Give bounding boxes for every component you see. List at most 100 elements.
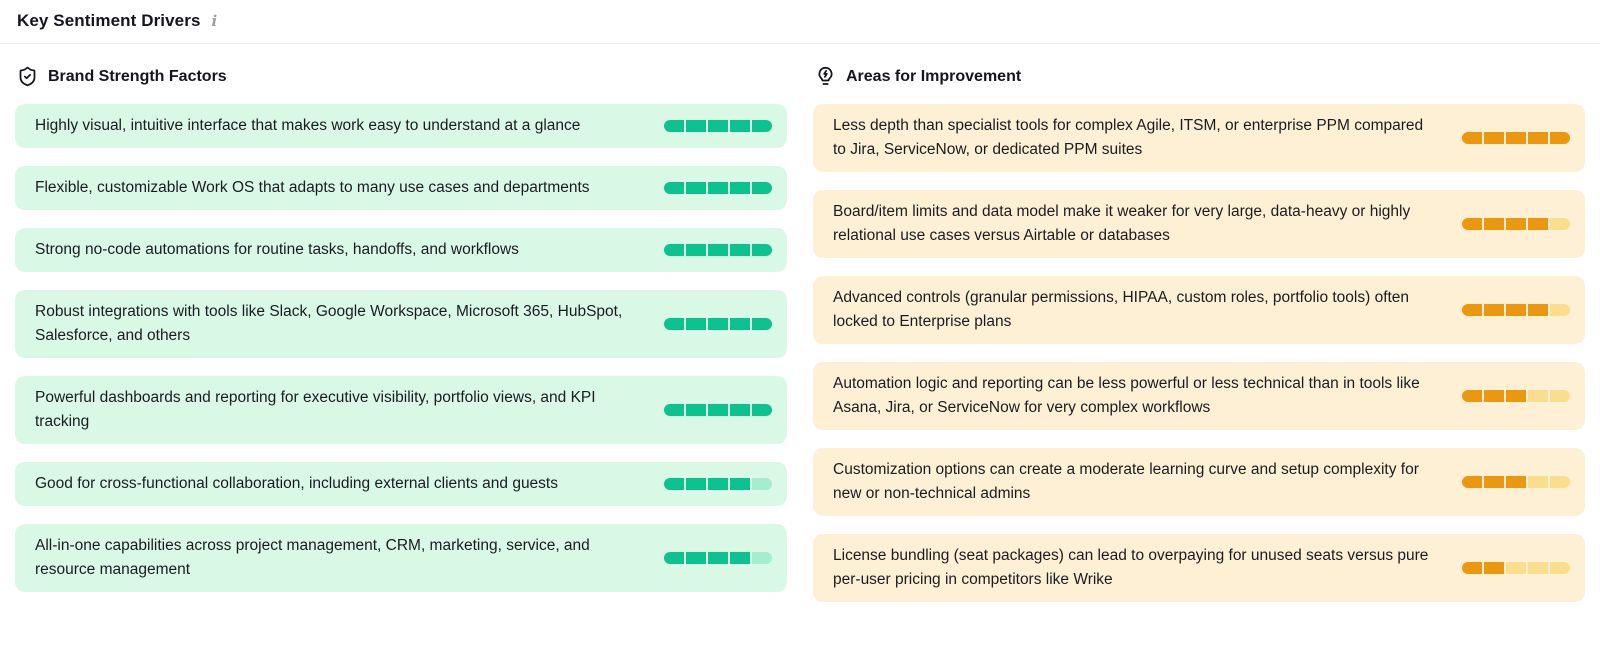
bar-segment [1462,390,1482,402]
bar-segment [1550,218,1570,230]
bar-segment [1550,562,1570,574]
strength-card: Highly visual, intuitive interface that … [15,104,787,148]
improvement-card-text: Board/item limits and data model make it… [833,203,1411,244]
bar-segment [1528,390,1548,402]
improvement-card: Customization options can create a moder… [813,448,1585,516]
improvement-card-text: Customization options can create a moder… [833,461,1419,502]
bar-segment [1462,562,1482,574]
bar-segment [708,244,728,256]
strength-card-list: Highly visual, intuitive interface that … [15,104,787,592]
bar-segment [708,318,728,330]
strength-card-text: Robust integrations with tools like Slac… [35,303,623,344]
bar-segment [1506,562,1526,574]
bar-segment [1462,218,1482,230]
bar-segment [686,404,706,416]
bar-segment [1484,562,1504,574]
brand-strength-title: Brand Strength Factors [48,67,227,85]
bar-segment [1506,132,1526,144]
bar-segment [686,120,706,132]
improvement-card-text: License bundling (seat packages) can lea… [833,547,1429,588]
bar-segment [686,552,706,564]
sentiment-strength-bar [664,318,772,330]
sentiment-strength-bar [664,478,772,490]
areas-improvement-title: Areas for Improvement [846,67,1022,85]
bar-segment [664,478,684,490]
info-icon[interactable]: i [211,11,218,30]
sentiment-strength-bar [664,120,772,132]
bar-segment [730,120,750,132]
bar-segment [730,244,750,256]
sentiment-strength-bar [1462,390,1570,402]
bar-segment [1484,304,1504,316]
strength-card: Good for cross-functional collaboration,… [15,462,787,506]
bar-segment [730,478,750,490]
strength-card: Powerful dashboards and reporting for ex… [15,376,787,444]
bar-segment [1550,132,1570,144]
brand-strength-section: Brand Strength Factors Highly visual, in… [15,66,787,602]
bar-segment [664,120,684,132]
strength-card: Flexible, customizable Work OS that adap… [15,166,787,210]
bar-segment [1484,218,1504,230]
bar-segment [1484,476,1504,488]
bar-segment [664,404,684,416]
strength-card-text: Flexible, customizable Work OS that adap… [35,179,590,196]
bar-segment [708,478,728,490]
page-title: Key Sentiment Drivers [17,11,201,30]
areas-improvement-header: Areas for Improvement [815,66,1583,87]
bar-segment [1484,132,1504,144]
bar-segment [1506,218,1526,230]
bar-segment [664,244,684,256]
strength-card: All-in-one capabilities across project m… [15,524,787,592]
shield-check-icon [17,66,38,87]
bar-segment [1484,390,1504,402]
brand-strength-header: Brand Strength Factors [17,66,785,87]
bar-segment [686,478,706,490]
bar-segment [730,552,750,564]
bar-segment [1528,132,1548,144]
sentiment-strength-bar [1462,562,1570,574]
improvement-card: Automation logic and reporting can be le… [813,362,1585,430]
bar-segment [708,182,728,194]
bar-segment [708,404,728,416]
bar-segment [1528,476,1548,488]
bar-segment [1528,218,1548,230]
strength-card-text: Powerful dashboards and reporting for ex… [35,389,596,430]
bar-segment [708,552,728,564]
bar-segment [1528,304,1548,316]
bar-segment [708,120,728,132]
sentiment-strength-bar [664,182,772,194]
bar-segment [1462,304,1482,316]
strength-card-text: Highly visual, intuitive interface that … [35,117,581,134]
sentiment-strength-bar [1462,132,1570,144]
bar-segment [1550,304,1570,316]
strength-card: Robust integrations with tools like Slac… [15,290,787,358]
bar-segment [752,182,772,194]
bar-segment [1462,476,1482,488]
bar-segment [752,120,772,132]
improvement-card-list: Less depth than specialist tools for com… [813,104,1585,602]
bar-segment [1462,132,1482,144]
lightbulb-zap-icon [815,66,836,87]
bar-segment [752,244,772,256]
bar-segment [664,182,684,194]
bar-segment [1506,390,1526,402]
bar-segment [752,318,772,330]
bar-segment [752,404,772,416]
improvement-card-text: Less depth than specialist tools for com… [833,117,1424,158]
strength-card-text: Good for cross-functional collaboration,… [35,475,558,492]
bar-segment [730,404,750,416]
improvement-card: License bundling (seat packages) can lea… [813,534,1585,602]
bar-segment [730,318,750,330]
bar-segment [664,318,684,330]
sentiment-strength-bar [1462,218,1570,230]
improvement-card-text: Advanced controls (granular permissions,… [833,289,1410,330]
bar-segment [752,552,772,564]
bar-segment [1528,562,1548,574]
strength-card-text: All-in-one capabilities across project m… [35,537,590,578]
bar-segment [1550,390,1570,402]
improvement-card: Less depth than specialist tools for com… [813,104,1585,172]
sentiment-strength-bar [664,552,772,564]
improvement-card: Board/item limits and data model make it… [813,190,1585,258]
sentiment-strength-bar [664,404,772,416]
sentiment-strength-bar [1462,304,1570,316]
